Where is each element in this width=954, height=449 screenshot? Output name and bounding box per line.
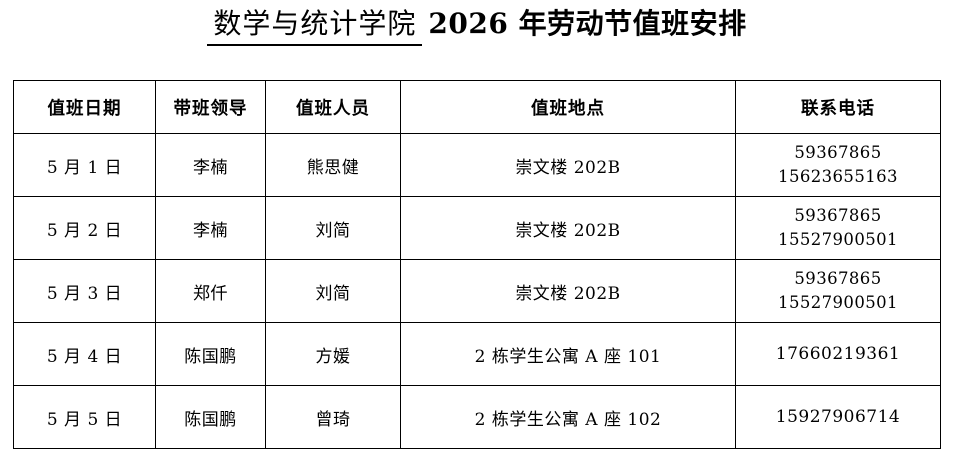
cell-phone: 15927906714	[735, 385, 941, 449]
cell-date: 5 月 5 日	[13, 385, 156, 449]
cell-date: 5 月 1 日	[13, 133, 156, 197]
cell-place: 2 栋学生公寓 A 座 101	[400, 322, 736, 386]
column-header-staff: 值班人员	[265, 80, 401, 134]
phone-primary: 59367865	[794, 269, 882, 289]
table-header-row: 值班日期 带班领导 值班人员 值班地点 联系电话	[13, 80, 941, 134]
cell-staff: 熊思健	[265, 133, 401, 197]
cell-leader: 陈国鹏	[155, 385, 266, 449]
title-main: 2026 年劳动节值班安排	[428, 7, 747, 40]
cell-phone: 59367865 15527900501	[735, 259, 941, 323]
page-title: 数学与统计学院 2026 年劳动节值班安排	[0, 7, 954, 47]
phone-primary: 59367865	[794, 143, 882, 163]
cell-place: 崇文楼 202B	[400, 196, 736, 260]
cell-leader: 郑仟	[155, 259, 266, 323]
cell-staff: 刘简	[265, 259, 401, 323]
phone-secondary: 15527900501	[778, 230, 898, 249]
duty-schedule-table: 值班日期 带班领导 值班人员 值班地点 联系电话 5 月 1 日 李楠 熊思健 …	[13, 80, 941, 449]
cell-place: 崇文楼 202B	[400, 259, 736, 323]
table-row: 5 月 2 日 李楠 刘简 崇文楼 202B 59367865 15527900…	[13, 196, 941, 260]
cell-place: 2 栋学生公寓 A 座 102	[400, 385, 736, 449]
document-page: 数学与统计学院 2026 年劳动节值班安排 值班日期 带班领导 值班人员 值班地点…	[0, 7, 954, 449]
cell-leader: 陈国鹏	[155, 322, 266, 386]
cell-leader: 李楠	[155, 196, 266, 260]
cell-place: 崇文楼 202B	[400, 133, 736, 197]
cell-staff: 刘简	[265, 196, 401, 260]
duty-schedule-table-container: 值班日期 带班领导 值班人员 值班地点 联系电话 5 月 1 日 李楠 熊思健 …	[13, 80, 941, 449]
cell-phone: 59367865 15527900501	[735, 196, 941, 260]
phone-secondary: 15623655163	[778, 167, 898, 186]
table-row: 5 月 3 日 郑仟 刘简 崇文楼 202B 59367865 15527900…	[13, 259, 941, 323]
phone-secondary: 15527900501	[778, 293, 898, 312]
column-header-leader: 带班领导	[155, 80, 266, 134]
cell-date: 5 月 4 日	[13, 322, 156, 386]
table-row: 5 月 5 日 陈国鹏 曾琦 2 栋学生公寓 A 座 102 159279067…	[13, 385, 941, 449]
column-header-place: 值班地点	[400, 80, 736, 134]
cell-date: 5 月 2 日	[13, 196, 156, 260]
title-organization: 数学与统计学院	[207, 7, 423, 47]
table-row: 5 月 1 日 李楠 熊思健 崇文楼 202B 59367865 1562365…	[13, 133, 941, 197]
cell-leader: 李楠	[155, 133, 266, 197]
phone-primary: 59367865	[794, 206, 882, 226]
cell-staff: 曾琦	[265, 385, 401, 449]
cell-phone: 17660219361	[735, 322, 941, 386]
table-row: 5 月 4 日 陈国鹏 方媛 2 栋学生公寓 A 座 101 176602193…	[13, 322, 941, 386]
cell-staff: 方媛	[265, 322, 401, 386]
cell-phone: 59367865 15623655163	[735, 133, 941, 197]
column-header-phone: 联系电话	[735, 80, 941, 134]
cell-date: 5 月 3 日	[13, 259, 156, 323]
column-header-date: 值班日期	[13, 80, 156, 134]
